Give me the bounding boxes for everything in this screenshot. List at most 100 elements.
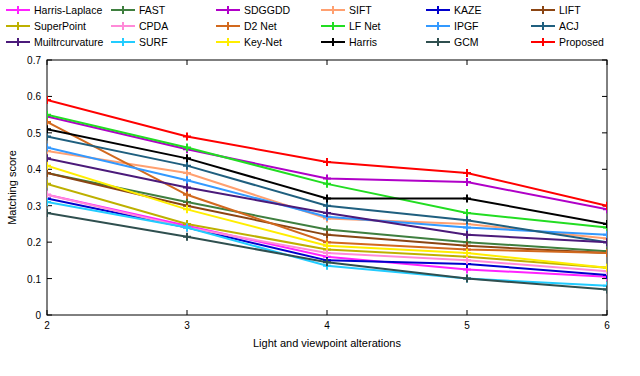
marker [183,233,191,241]
series [47,180,607,272]
marker [47,180,51,188]
x-tick [467,60,468,65]
x-tick [47,60,48,65]
marker [119,22,127,30]
y-tick [47,315,52,316]
marker [183,169,191,177]
series [47,112,607,213]
marker [463,275,471,283]
marker [183,184,191,192]
marker [603,220,607,228]
series [47,162,607,272]
y-tick-label: 0.5 [27,128,41,139]
marker [603,286,607,294]
marker [47,118,51,126]
marker [47,191,51,199]
marker [463,216,471,224]
y-tick-label: 0.7 [27,55,41,66]
x-tick [607,310,608,315]
series-line [47,158,607,242]
legend-label: Proposed [559,36,604,48]
series [47,111,607,232]
marker [463,224,471,232]
marker [434,22,442,30]
marker [323,249,331,257]
series-line [47,173,607,253]
y-tick [602,60,607,61]
marker [47,154,51,162]
y-tick [47,278,52,279]
marker [323,202,331,210]
series [47,209,607,294]
legend-label: GCM [454,36,479,48]
y-tick [602,169,607,170]
y-tick [602,315,607,316]
y-tick-label: 0.3 [27,201,41,212]
x-axis-label: Light and viewpoint alterations [253,337,401,349]
legend-label: Harris [349,36,377,48]
y-tick-label: 0.6 [27,91,41,102]
series-line [47,198,607,275]
series [47,118,607,257]
legend-label: SURF [139,36,168,48]
marker [183,133,191,141]
marker [539,22,547,30]
series-line [47,151,607,238]
marker [183,224,191,232]
y-tick-label: 0.4 [27,164,41,175]
marker [603,238,607,246]
marker [14,38,22,46]
marker [224,6,232,14]
legend-label: SDGGDD [244,4,291,16]
marker [603,238,607,246]
series-line [47,116,607,209]
series [47,125,607,228]
x-tick [187,60,188,65]
legend-label: SuperPoint [34,20,86,32]
marker [183,176,191,184]
marker [323,231,331,239]
marker [119,6,127,14]
legend-label: Harris-Laplace [34,4,102,16]
marker [47,162,51,170]
marker [47,125,51,133]
series [47,191,607,275]
marker [47,198,51,206]
marker [603,231,607,239]
legend-label: SIFT [349,4,372,16]
marker [603,249,607,257]
marker [323,180,331,188]
y-tick [47,60,52,61]
marker [463,256,471,264]
x-tick-label: 4 [324,320,330,331]
marker [323,158,331,166]
series-line [47,173,607,251]
legend-label: D2 Net [244,20,277,32]
marker [463,231,471,239]
marker [463,209,471,217]
legend-label: ACJ [559,20,579,32]
marker [463,194,471,202]
marker [14,22,22,30]
y-tick-label: 0.2 [27,237,41,248]
series-line [47,129,607,224]
marker [183,224,191,232]
marker [47,143,51,151]
marker [183,191,191,199]
series [47,198,607,290]
legend-label: LF Net [349,20,381,32]
marker [539,38,547,46]
marker [323,242,331,250]
legend-label: Key-Net [244,36,282,48]
plot-frame [47,60,607,315]
legend-label: IPGF [454,20,479,32]
series [47,133,607,247]
marker [47,96,51,104]
series [47,169,607,257]
series-line [47,166,607,268]
marker [603,202,607,210]
x-tick [47,310,48,315]
legend-label: Muiltrcurvature [34,36,104,48]
marker [14,6,22,14]
y-tick [602,132,607,133]
